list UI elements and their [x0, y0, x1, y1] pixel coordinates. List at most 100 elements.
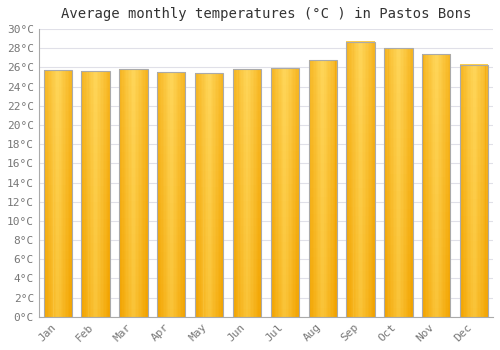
Bar	[157, 121, 186, 129]
Bar	[346, 42, 348, 317]
Bar	[460, 115, 488, 124]
Bar	[428, 54, 429, 317]
Bar	[44, 259, 72, 267]
Bar	[107, 71, 108, 317]
Bar	[82, 210, 110, 219]
Bar	[346, 97, 375, 106]
Bar	[62, 70, 64, 317]
Bar	[44, 78, 72, 87]
Bar	[406, 48, 407, 317]
Bar	[346, 216, 375, 225]
Bar	[422, 168, 450, 177]
Bar	[270, 217, 299, 226]
Bar	[82, 96, 110, 104]
Bar	[128, 69, 129, 317]
Bar	[346, 69, 375, 78]
Bar	[314, 60, 316, 317]
Bar	[308, 223, 337, 231]
Bar	[318, 60, 320, 317]
Bar	[157, 162, 186, 170]
Bar	[82, 202, 110, 210]
Bar	[50, 70, 52, 317]
Bar	[424, 54, 425, 317]
Bar	[82, 136, 110, 145]
Bar	[384, 281, 412, 290]
Bar	[460, 64, 462, 317]
Bar	[120, 69, 122, 317]
Bar	[195, 73, 224, 317]
Bar	[60, 70, 62, 317]
Bar	[82, 161, 110, 169]
Bar	[308, 145, 337, 154]
Bar	[157, 113, 186, 121]
Bar	[242, 69, 243, 317]
Bar	[119, 69, 120, 317]
Bar	[384, 138, 412, 147]
Bar	[44, 275, 72, 284]
Bar	[174, 72, 176, 317]
Bar	[195, 292, 224, 301]
Bar	[282, 68, 284, 317]
Bar	[285, 68, 286, 317]
Bar	[308, 85, 337, 94]
Bar	[135, 69, 136, 317]
Bar	[44, 194, 72, 202]
Bar	[394, 48, 396, 317]
Bar	[270, 68, 272, 317]
Bar	[346, 298, 375, 308]
Bar	[125, 69, 126, 317]
Bar	[119, 127, 148, 135]
Bar	[392, 48, 393, 317]
Bar	[82, 71, 110, 79]
Bar	[157, 178, 186, 186]
Bar	[45, 70, 46, 317]
Bar	[270, 143, 299, 151]
Bar	[82, 88, 110, 96]
Bar	[308, 180, 337, 188]
Bar	[270, 168, 299, 176]
Bar	[233, 135, 261, 143]
Bar	[82, 145, 110, 153]
Bar	[270, 259, 299, 267]
Bar	[270, 102, 299, 110]
Bar	[233, 267, 261, 275]
Bar	[449, 54, 450, 317]
Bar	[346, 225, 375, 234]
Bar	[82, 79, 110, 88]
Bar	[82, 235, 110, 243]
Bar	[119, 284, 148, 292]
Bar	[195, 106, 224, 114]
Bar	[397, 48, 398, 317]
Bar	[195, 260, 224, 268]
Bar	[119, 119, 148, 127]
Bar	[346, 179, 375, 188]
Bar	[44, 300, 72, 309]
Bar	[369, 42, 370, 317]
Bar	[464, 64, 466, 317]
Bar	[346, 252, 375, 262]
Bar	[346, 51, 375, 60]
Bar	[486, 64, 487, 317]
Bar	[364, 42, 365, 317]
Bar	[270, 134, 299, 143]
Bar	[199, 73, 200, 317]
Bar	[195, 187, 224, 195]
Bar	[270, 226, 299, 234]
Bar	[350, 42, 352, 317]
Bar	[384, 93, 412, 102]
Bar	[205, 73, 206, 317]
Bar	[463, 64, 464, 317]
Bar	[195, 89, 224, 98]
Bar	[195, 244, 224, 252]
Bar	[195, 146, 224, 154]
Bar	[92, 71, 93, 317]
Bar	[284, 68, 285, 317]
Bar	[119, 267, 148, 275]
Bar	[145, 69, 146, 317]
Bar	[240, 69, 242, 317]
Bar	[44, 202, 72, 210]
Bar	[422, 54, 450, 317]
Bar	[404, 48, 406, 317]
Bar	[460, 208, 488, 216]
Bar	[138, 69, 139, 317]
